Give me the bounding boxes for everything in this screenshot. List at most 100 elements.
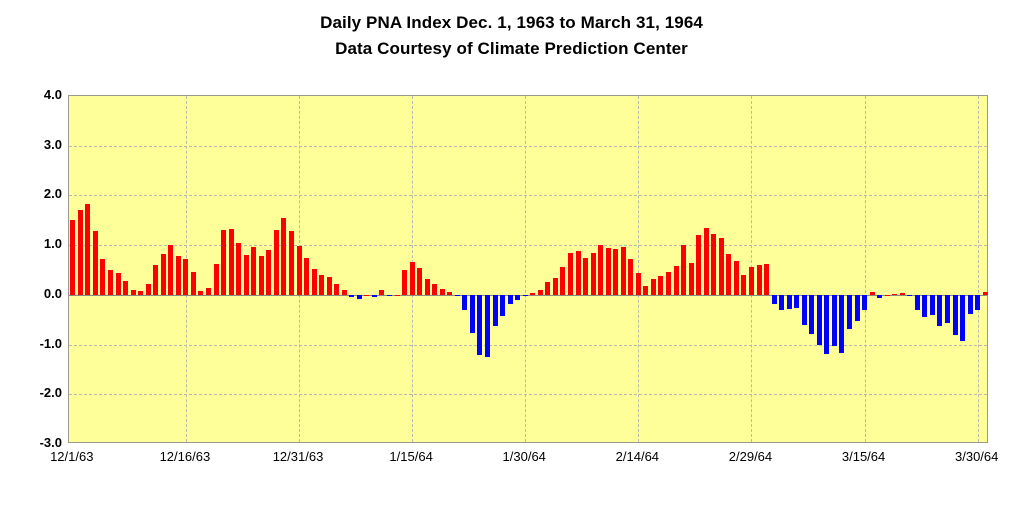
bar [190,271,196,295]
gridline-vertical [977,96,979,442]
bar [960,294,966,341]
bar [862,294,868,310]
bar [326,276,332,295]
bar [138,290,144,295]
gridline-horizontal [69,245,987,247]
gridline-vertical [299,96,300,442]
bar [228,229,234,295]
bar [243,255,249,295]
bar [854,294,860,321]
x-axis-tick-label: 12/31/63 [272,449,324,464]
vertical-gridlines [69,96,987,442]
bar [877,294,883,298]
bar [929,294,935,315]
x-axis: 12/1/63 12/16/63 12/31/63 1/15/64 1/30/64 2/1… [50,449,998,473]
bar [914,294,920,310]
bar [801,294,807,325]
bar [583,258,589,295]
gridline-vertical [412,96,414,442]
bar [779,294,785,310]
gridline-vertical [864,96,866,442]
x-axis-tick-label: 1/15/64 [389,449,433,464]
bar [371,294,377,297]
bar [356,294,362,299]
bar [681,245,687,295]
bar [756,265,762,295]
bar [123,280,129,295]
bar [831,294,837,346]
x-axis-tick-label: 12/1/63 [50,449,94,464]
bar [824,294,830,354]
bar [696,235,702,295]
bar [386,294,392,296]
bar [319,274,325,295]
chart-subtitle: Data Courtesy of Climate Prediction Cent… [335,39,688,58]
bar [462,294,468,310]
bar [552,277,558,295]
plot-area [68,95,988,443]
bar [454,294,460,296]
bar [635,272,641,295]
bar [673,266,679,295]
bar [982,291,988,295]
y-axis-tick-label: 3.0 [43,136,62,152]
bar [764,264,770,295]
bar [688,263,694,295]
gridline-vertical [185,96,187,442]
bar [130,289,136,295]
bar [515,294,521,300]
bar [575,251,581,295]
bar [809,294,815,334]
bar [311,269,317,295]
bar [816,294,822,345]
bar [168,245,174,295]
bar [952,294,958,335]
bar [402,270,408,295]
bar [70,220,76,295]
bar [869,291,875,295]
bar [349,294,355,297]
gridline-horizontal [69,394,987,396]
bar [206,287,211,295]
bar [892,293,898,295]
bar [500,294,506,316]
bar [160,254,166,295]
bar [975,294,981,310]
bar [620,247,626,295]
x-axis-tick-label: 12/16/63 [159,449,211,464]
gridline-horizontal [69,195,987,197]
bar [884,294,890,296]
bar [530,292,536,295]
y-axis: 4.0 3.0 2.0 1.0 0.0 -1.0 -2.0 -3.0 [10,87,62,450]
bar [628,259,634,295]
bar [726,254,732,295]
bar [899,292,905,295]
bar [839,294,845,353]
bar [364,294,370,296]
bar [907,294,913,296]
bar [748,267,754,295]
bar [846,294,852,329]
bar [221,230,227,295]
bar [477,294,483,355]
y-axis-tick-label: 2.0 [43,186,62,202]
x-axis-tick-label: 1/30/64 [502,449,546,464]
bar [107,270,113,295]
bar [643,285,649,295]
bar [379,289,385,295]
bar [545,281,551,295]
bar [92,231,98,295]
x-axis-tick-label: 2/29/64 [728,449,773,464]
bar [409,262,415,295]
chart-title-block: Daily PNA Index Dec. 1, 1963 to March 31… [0,10,1023,62]
bar [183,259,189,295]
bar [945,294,951,323]
gridline-horizontal [69,344,987,346]
y-axis-tick-label: 4.0 [43,87,62,102]
x-axis-tick-label: 2/14/64 [615,449,660,464]
bar [590,253,596,295]
bar [145,283,151,295]
bar [937,294,943,326]
x-axis-tick-label: 3/30/64 [955,449,999,464]
y-axis-tick-label: -2.0 [39,385,62,401]
